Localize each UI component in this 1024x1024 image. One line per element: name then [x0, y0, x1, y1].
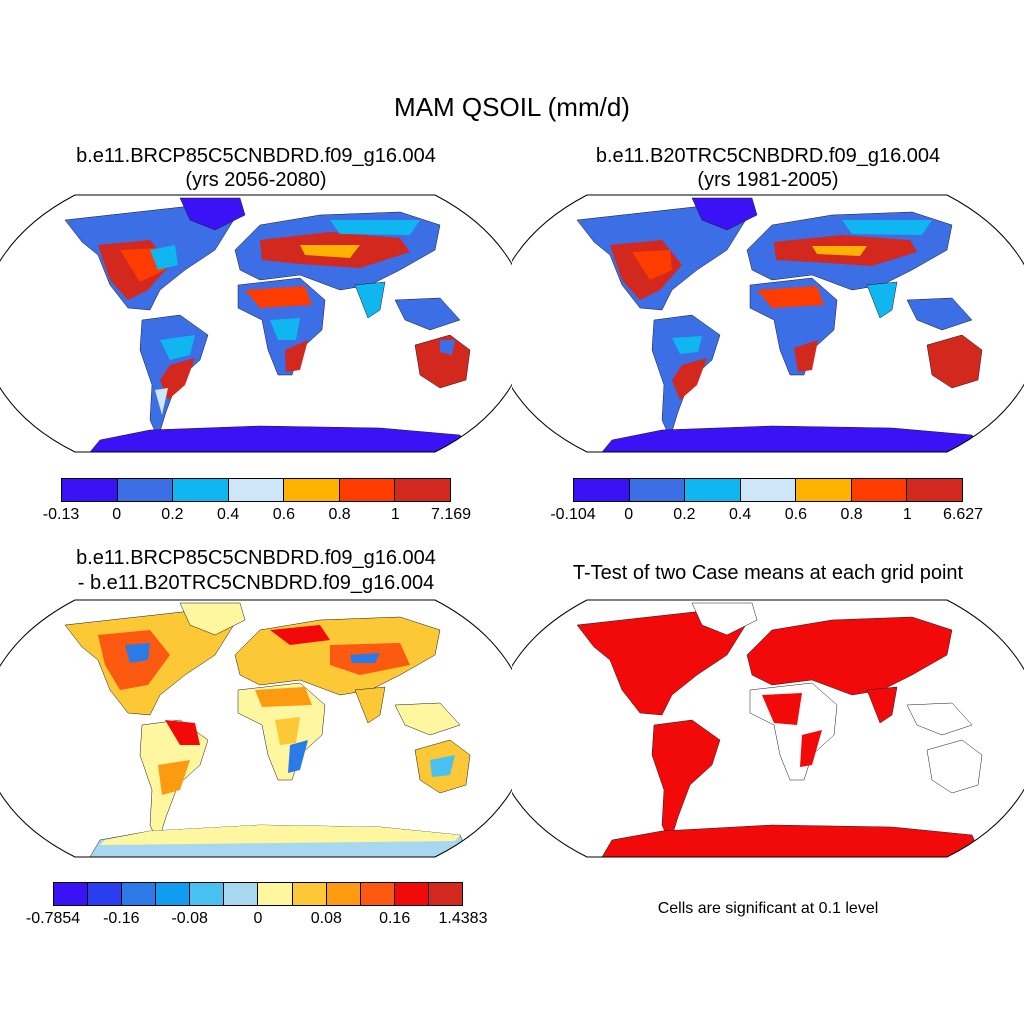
colorbar-difference — [53, 882, 463, 906]
map-difference — [0, 599, 512, 858]
colorbar-swatch — [339, 479, 396, 501]
colorbar-tick-label: 7.169 — [430, 506, 472, 523]
panel-difference-title-line2: - b.e11.B20TRC5CNBDRD.f09_g16.004 — [77, 572, 435, 594]
map-ttest — [512, 599, 1024, 858]
colorbar-swatch — [173, 479, 229, 501]
panel-historical-title-line2: (yrs 1981-2005) — [697, 169, 839, 191]
colorbar-historical — [573, 478, 963, 502]
colorbar-tick-label: 0.6 — [784, 506, 807, 523]
colorbar-tick-label: 0.8 — [328, 506, 351, 523]
colorbar-tick-label: 1 — [390, 506, 400, 523]
colorbar-swatch — [54, 883, 89, 905]
colorbar-difference-labels: -0.7854 -0.16 -0.08 0 0.08 0.16 1.4383 — [26, 910, 488, 930]
colorbar-swatch — [62, 479, 118, 501]
figure-title: MAM QSOIL (mm/d) — [394, 92, 630, 122]
colorbar-swatch — [395, 479, 451, 501]
colorbar-tick-label: 0 — [624, 506, 634, 523]
panel-future-title-line1: b.e11.BRCP85C5CNBDRD.f09_g16.004 — [76, 145, 436, 167]
colorbar-tick-label: 0.08 — [310, 910, 342, 927]
colorbar-swatch — [258, 883, 293, 905]
colorbar-swatch — [88, 883, 123, 905]
colorbar-swatch — [122, 883, 157, 905]
colorbar-tick-label: 0.8 — [840, 506, 863, 523]
colorbar-swatch — [284, 479, 340, 501]
colorbar-tick-label: 0.2 — [673, 506, 696, 523]
panel-historical-title-line1: b.e11.B20TRC5CNBDRD.f09_g16.004 — [595, 145, 941, 167]
panel-ttest-title: T-Test of two Case means at each grid po… — [572, 562, 964, 584]
panel-future-title-line2: (yrs 2056-2080) — [185, 169, 327, 191]
colorbar-tick-label: 0 — [253, 910, 263, 927]
colorbar-historical-labels: -0.104 0 0.2 0.4 0.6 0.8 1 6.627 — [550, 506, 983, 526]
colorbar-tick-label: 0 — [112, 506, 122, 523]
colorbar-future-labels: -0.13 0 0.2 0.4 0.6 0.8 1 7.169 — [43, 506, 471, 526]
colorbar-tick-label: -0.16 — [103, 910, 140, 927]
colorbar-swatch — [685, 479, 741, 501]
colorbar-tick-label: -0.08 — [171, 910, 208, 927]
colorbar-swatch — [394, 883, 429, 905]
significance-note: Cells are significant at 0.1 level — [657, 900, 879, 917]
colorbar-tick-label: 0.6 — [272, 506, 295, 523]
colorbar-tick-label: 0.4 — [729, 506, 752, 523]
colorbar-tick-label: 6.627 — [942, 506, 984, 523]
map-future — [0, 194, 512, 453]
colorbar-tick-label: 1 — [902, 506, 912, 523]
colorbar-swatch — [190, 883, 225, 905]
colorbar-tick-label: -0.104 — [550, 506, 596, 523]
colorbar-tick-label: -0.7854 — [25, 910, 81, 927]
colorbar-swatch — [907, 479, 963, 501]
colorbar-tick-label: 1.4383 — [438, 910, 488, 927]
panel-difference-title-line1: b.e11.BRCP85C5CNBDRD.f09_g16.004 — [76, 547, 436, 569]
colorbar-future — [61, 478, 451, 502]
colorbar-swatch — [117, 479, 174, 501]
colorbar-tick-label: 0.2 — [161, 506, 184, 523]
map-historical — [512, 194, 1024, 453]
colorbar-swatch — [360, 883, 395, 905]
colorbar-swatch — [156, 883, 191, 905]
colorbar-tick-label: 0.4 — [217, 506, 240, 523]
colorbar-swatch — [629, 479, 686, 501]
colorbar-swatch — [574, 479, 630, 501]
colorbar-swatch — [428, 883, 462, 905]
colorbar-swatch — [851, 479, 908, 501]
colorbar-swatch — [224, 883, 259, 905]
colorbar-tick-label: -0.13 — [42, 506, 80, 523]
colorbar-swatch — [796, 479, 852, 501]
colorbar-tick-label: 0.16 — [379, 910, 411, 927]
colorbar-swatch — [292, 883, 327, 905]
colorbar-swatch — [228, 479, 285, 501]
colorbar-swatch — [326, 883, 361, 905]
colorbar-swatch — [740, 479, 797, 501]
